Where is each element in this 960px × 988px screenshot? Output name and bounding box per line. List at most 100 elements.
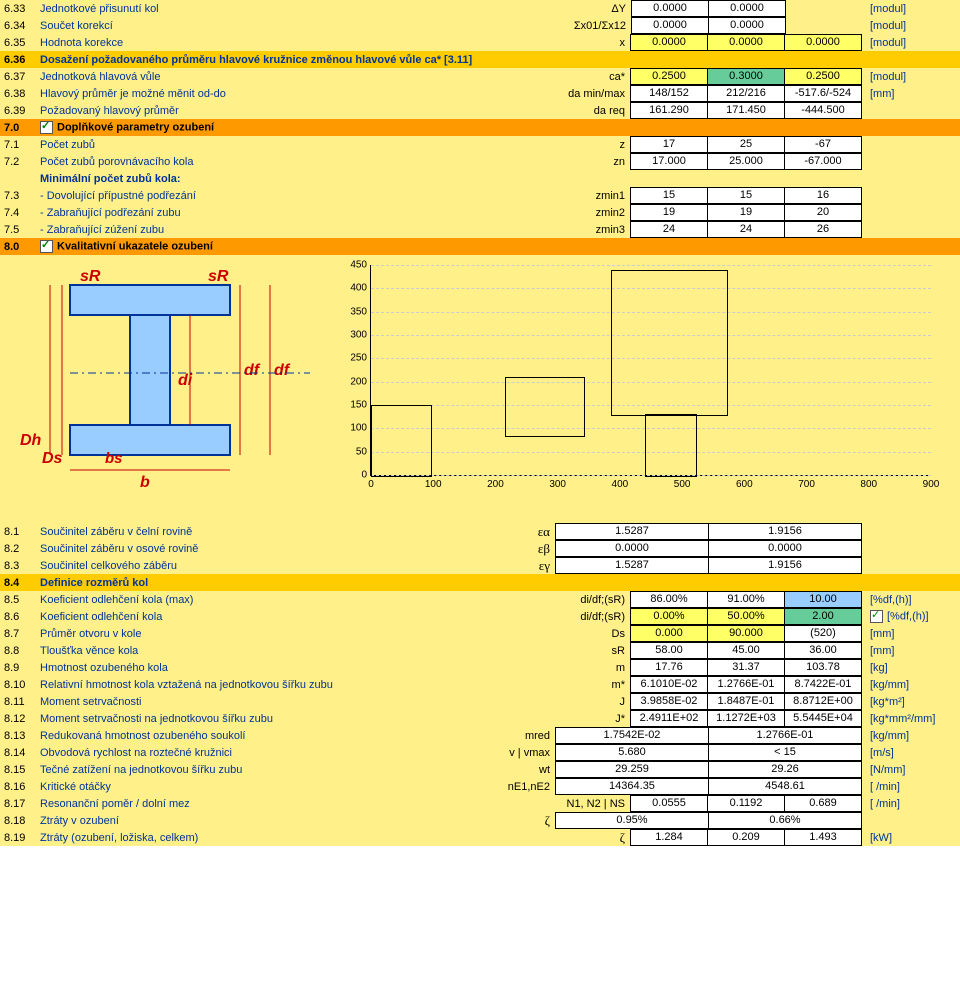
y-tick: 100	[343, 423, 367, 434]
value-group: 0.95%0.66%	[556, 812, 862, 829]
checkbox-icon[interactable]	[40, 121, 53, 134]
svg-text:Ds: Ds	[42, 450, 63, 467]
x-tick: 800	[849, 479, 889, 490]
symbol: ζ	[545, 830, 631, 846]
value-group: 58.0045.0036.00	[631, 642, 862, 659]
value-cell: 15	[707, 187, 785, 204]
value-group: 2.4911E+021.1272E+035.5445E+04	[631, 710, 862, 727]
symbol: J	[545, 696, 631, 708]
svg-text:sR: sR	[208, 268, 229, 285]
section-title: Doplňkové parametry ozubení	[40, 121, 960, 134]
checkbox-icon[interactable]	[870, 610, 883, 623]
value-group: 151516	[631, 187, 862, 204]
value-group: 17.7631.37103.78	[631, 659, 862, 676]
row-num: 8.6	[0, 611, 40, 623]
row-num: 8.9	[0, 662, 40, 674]
value-cell: 8.7422E-01	[784, 676, 862, 693]
row-label: Počet zubů porovnávacího kola	[40, 156, 545, 168]
symbol: ca*	[545, 71, 631, 83]
unit: [modul]	[862, 71, 960, 83]
row-num: 6.39	[0, 105, 40, 117]
row-label: Součinitel záběru v čelní rovině	[40, 526, 470, 538]
gear-section-diagram: Dh Ds di df df sR sR b bs	[10, 265, 310, 500]
row-label: Koeficient odlehčení kola (max)	[40, 594, 545, 606]
row-num: 7.2	[0, 156, 40, 168]
row-num: 6.34	[0, 20, 40, 32]
value-cell: 5.5445E+04	[784, 710, 862, 727]
y-tick: 50	[343, 446, 367, 457]
section-title: Definice rozměrů kol	[40, 577, 960, 589]
unit: [kg/mm]	[862, 730, 960, 742]
row-label: Jednotkové přisunutí kol	[40, 3, 546, 15]
value-group: 86.00%91.00%10.00	[631, 591, 862, 608]
value-cell: 1.2766E-01	[708, 727, 862, 744]
value-cell: 19	[707, 204, 785, 221]
value-cell: 90.000	[707, 625, 785, 642]
value-group: 0.00000.0000	[632, 17, 862, 34]
value-group: 0.25000.30000.2500	[631, 68, 862, 85]
row-label: Koeficient odlehčení kola	[40, 611, 545, 623]
y-tick: 450	[343, 260, 367, 271]
y-tick: 300	[343, 330, 367, 341]
row-num: 8.14	[0, 747, 40, 759]
value-group: 14364.354548.61	[556, 778, 862, 795]
checkbox-icon[interactable]	[40, 240, 53, 253]
value-cell: 16	[784, 187, 862, 204]
symbol: z	[545, 139, 631, 151]
row-num: 8.15	[0, 764, 40, 776]
value-cell: -517.6/-524	[784, 85, 862, 102]
value-cell: 24	[630, 221, 708, 238]
row-num: 8.0	[0, 241, 40, 253]
symbol: sR	[545, 645, 631, 657]
value-cell: 0.0000	[631, 17, 709, 34]
row-num: 7.3	[0, 190, 40, 202]
row-label: - Dovolující přípustné podřezání	[40, 190, 545, 202]
symbol: Σx01/Σx12	[546, 20, 632, 32]
value-cell	[786, 17, 862, 34]
unit: [ /min]	[862, 781, 960, 793]
unit: [modul]	[862, 37, 960, 49]
value-group: 3.9858E-021.8487E-018.8712E+00	[631, 693, 862, 710]
value-group: 1.52871.9156	[556, 523, 862, 540]
value-cell: 0.000	[630, 625, 708, 642]
symbol: N1, N2 | NS	[545, 798, 631, 810]
row-label: Relativní hmotnost kola vztažená na jedn…	[40, 679, 545, 691]
row-label: Resonanční poměr / dolní mez	[40, 798, 545, 810]
value-cell: 45.00	[707, 642, 785, 659]
unit: [modul]	[862, 3, 960, 15]
value-cell: 2.00	[784, 608, 862, 625]
value-cell: 0.0555	[630, 795, 708, 812]
value-cell: 20	[784, 204, 862, 221]
row-num: 7.4	[0, 207, 40, 219]
row-num: 8.16	[0, 781, 40, 793]
value-group: 0.00000.0000	[632, 0, 862, 17]
value-cell: 17.000	[630, 153, 708, 170]
row-label: Ztráty v ozubení	[40, 815, 470, 827]
row-label: Kritické otáčky	[40, 781, 470, 793]
value-group: 1.7542E-021.2766E-01	[556, 727, 862, 744]
value-cell: 10.00	[784, 591, 862, 608]
value-cell: 14364.35	[555, 778, 709, 795]
unit: [%df,(h)]	[862, 594, 960, 606]
row-num: 6.36	[0, 54, 40, 66]
symbol: wt	[470, 764, 556, 776]
value-cell: 1.7542E-02	[555, 727, 709, 744]
chart-area: Dh Ds di df df sR sR b bs 05010015020025…	[0, 255, 960, 523]
symbol: Ds	[545, 628, 631, 640]
row-num: 8.17	[0, 798, 40, 810]
value-cell: 0.00%	[630, 608, 708, 625]
symbol: m*	[545, 679, 631, 691]
row-num: 6.33	[0, 3, 40, 15]
value-group: 0.00000.00000.0000	[631, 34, 862, 51]
value-cell: 212/216	[707, 85, 785, 102]
unit: [mm]	[862, 645, 960, 657]
value-cell: 0.0000	[707, 34, 785, 51]
symbol: J*	[545, 713, 631, 725]
value-cell: 171.450	[707, 102, 785, 119]
row-num: 8.13	[0, 730, 40, 742]
value-cell: -67	[784, 136, 862, 153]
value-cell: 0.1192	[707, 795, 785, 812]
unit: [modul]	[862, 20, 960, 32]
svg-text:Dh: Dh	[20, 432, 42, 449]
row-num: 8.10	[0, 679, 40, 691]
